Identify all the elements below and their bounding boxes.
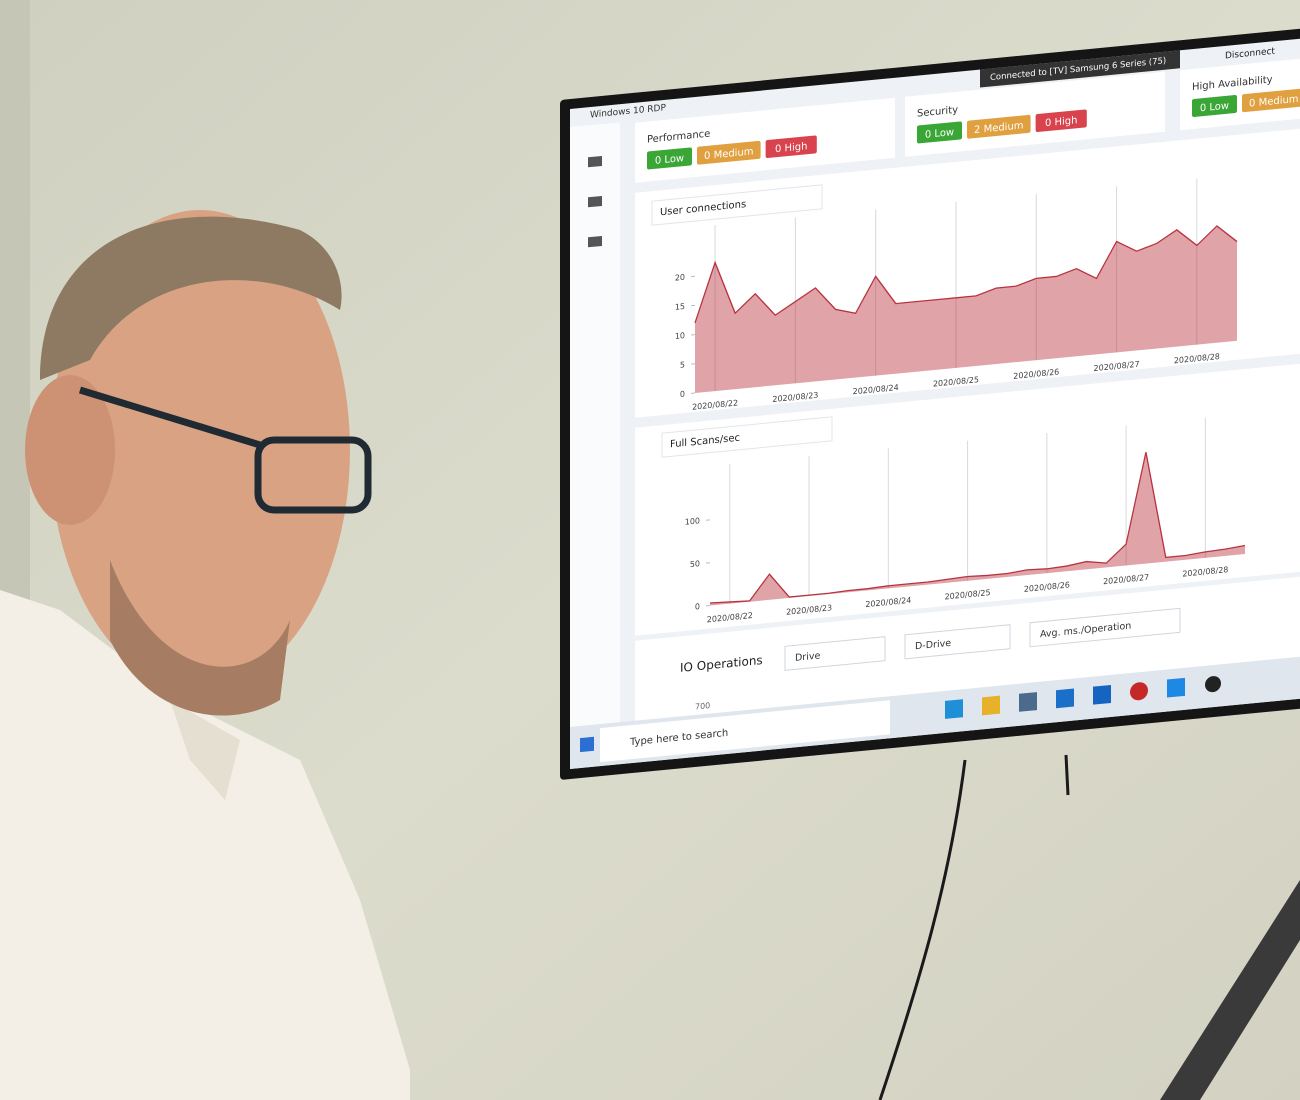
panel-title: Security	[917, 105, 958, 120]
dropdown-label: Drive	[795, 650, 820, 663]
x-tick-label: 2020/08/24	[865, 596, 911, 609]
area-line	[694, 225, 1238, 324]
hair	[40, 216, 342, 380]
x-tick-label: 2020/08/27	[1103, 573, 1149, 586]
taskbar-icon[interactable]	[982, 695, 1000, 716]
shirt	[0, 590, 410, 1100]
io-tick: 700	[695, 701, 710, 711]
chart-selector[interactable]	[661, 416, 833, 458]
badge-label: 0 Medium	[704, 146, 753, 162]
connection-bar	[980, 50, 1180, 88]
sidebar-icon[interactable]	[588, 195, 602, 208]
x-tick-label: 2020/08/27	[1094, 360, 1140, 373]
y-tick-label: 0	[680, 389, 685, 398]
taskbar-icon[interactable]	[1019, 692, 1037, 712]
badge	[967, 114, 1031, 139]
area-line	[709, 451, 1246, 604]
dropdown[interactable]	[784, 636, 886, 671]
badge	[697, 140, 761, 165]
sidebar-icon[interactable]	[588, 155, 602, 168]
taskbar-icon[interactable]	[1130, 681, 1148, 701]
cable	[878, 759, 967, 1100]
x-tick-label: 2020/08/26	[1024, 580, 1070, 593]
x-tick-label: 2020/08/23	[772, 391, 818, 404]
x-tick-label: 2020/08/24	[853, 383, 899, 396]
x-tick-label: 2020/08/25	[945, 588, 991, 601]
badge	[765, 135, 817, 159]
sidebar-icon[interactable]	[588, 235, 602, 248]
collar	[170, 700, 240, 800]
x-tick-label: 2020/08/22	[707, 611, 753, 624]
badge	[1192, 94, 1237, 117]
search-box[interactable]	[600, 700, 890, 763]
taskbar-icon[interactable]	[1167, 677, 1185, 698]
sidebar	[570, 122, 620, 728]
x-tick-label: 2020/08/28	[1182, 565, 1228, 578]
chart-selector[interactable]	[651, 184, 823, 226]
x-tick-label: 2020/08/25	[933, 375, 979, 388]
badge-label: 2 Medium	[974, 120, 1023, 136]
x-tick-label: 2020/08/22	[692, 398, 738, 411]
taskbar-icon[interactable]	[1093, 684, 1111, 705]
badge	[647, 147, 692, 170]
y-tick-label: 5	[680, 360, 685, 369]
x-tick-label: 2020/08/28	[1174, 352, 1220, 365]
badge	[917, 121, 962, 144]
badge-label: 0 Low	[655, 153, 684, 167]
area-fill	[695, 225, 1237, 394]
person	[0, 210, 410, 1100]
badge	[1035, 109, 1087, 133]
dropdown[interactable]	[904, 624, 1011, 660]
badge-label: 0 Low	[925, 127, 954, 141]
x-tick-label: 2020/08/23	[786, 603, 832, 616]
ear	[25, 375, 115, 525]
dropdown-label: D-Drive	[915, 638, 951, 652]
area-fill	[710, 452, 1245, 606]
head	[50, 210, 350, 690]
y-tick-label: 10	[675, 331, 685, 341]
start-button[interactable]	[580, 736, 594, 753]
cable	[1064, 754, 1070, 796]
tv: Windows 10 RDP Connected to [TV] Samsung…	[560, 27, 1300, 780]
disconnect[interactable]: Disconnect	[1225, 47, 1275, 62]
y-tick-label: 15	[675, 302, 685, 312]
laptop-edge	[1160, 880, 1300, 1100]
badge-label: 0 High	[1045, 115, 1078, 129]
taskbar-icon[interactable]	[945, 699, 963, 719]
glasses	[254, 436, 372, 514]
x-tick-label: 2020/08/26	[1013, 367, 1059, 380]
dropdown[interactable]	[1029, 607, 1181, 648]
y-tick-label: 0	[695, 602, 700, 611]
badge-label: 0 Low	[1200, 101, 1229, 115]
badge-label: 0 High	[775, 141, 808, 155]
y-tick-label: 20	[675, 273, 685, 283]
beard	[110, 560, 290, 716]
badge	[1242, 88, 1300, 113]
y-tick-label: 50	[690, 559, 700, 569]
taskbar-icon[interactable]	[1205, 675, 1221, 693]
badge-label: 0 Medium	[1249, 94, 1298, 110]
glasses-arm	[78, 386, 262, 449]
taskbar-icon[interactable]	[1056, 688, 1074, 709]
y-tick-label: 100	[685, 516, 700, 526]
